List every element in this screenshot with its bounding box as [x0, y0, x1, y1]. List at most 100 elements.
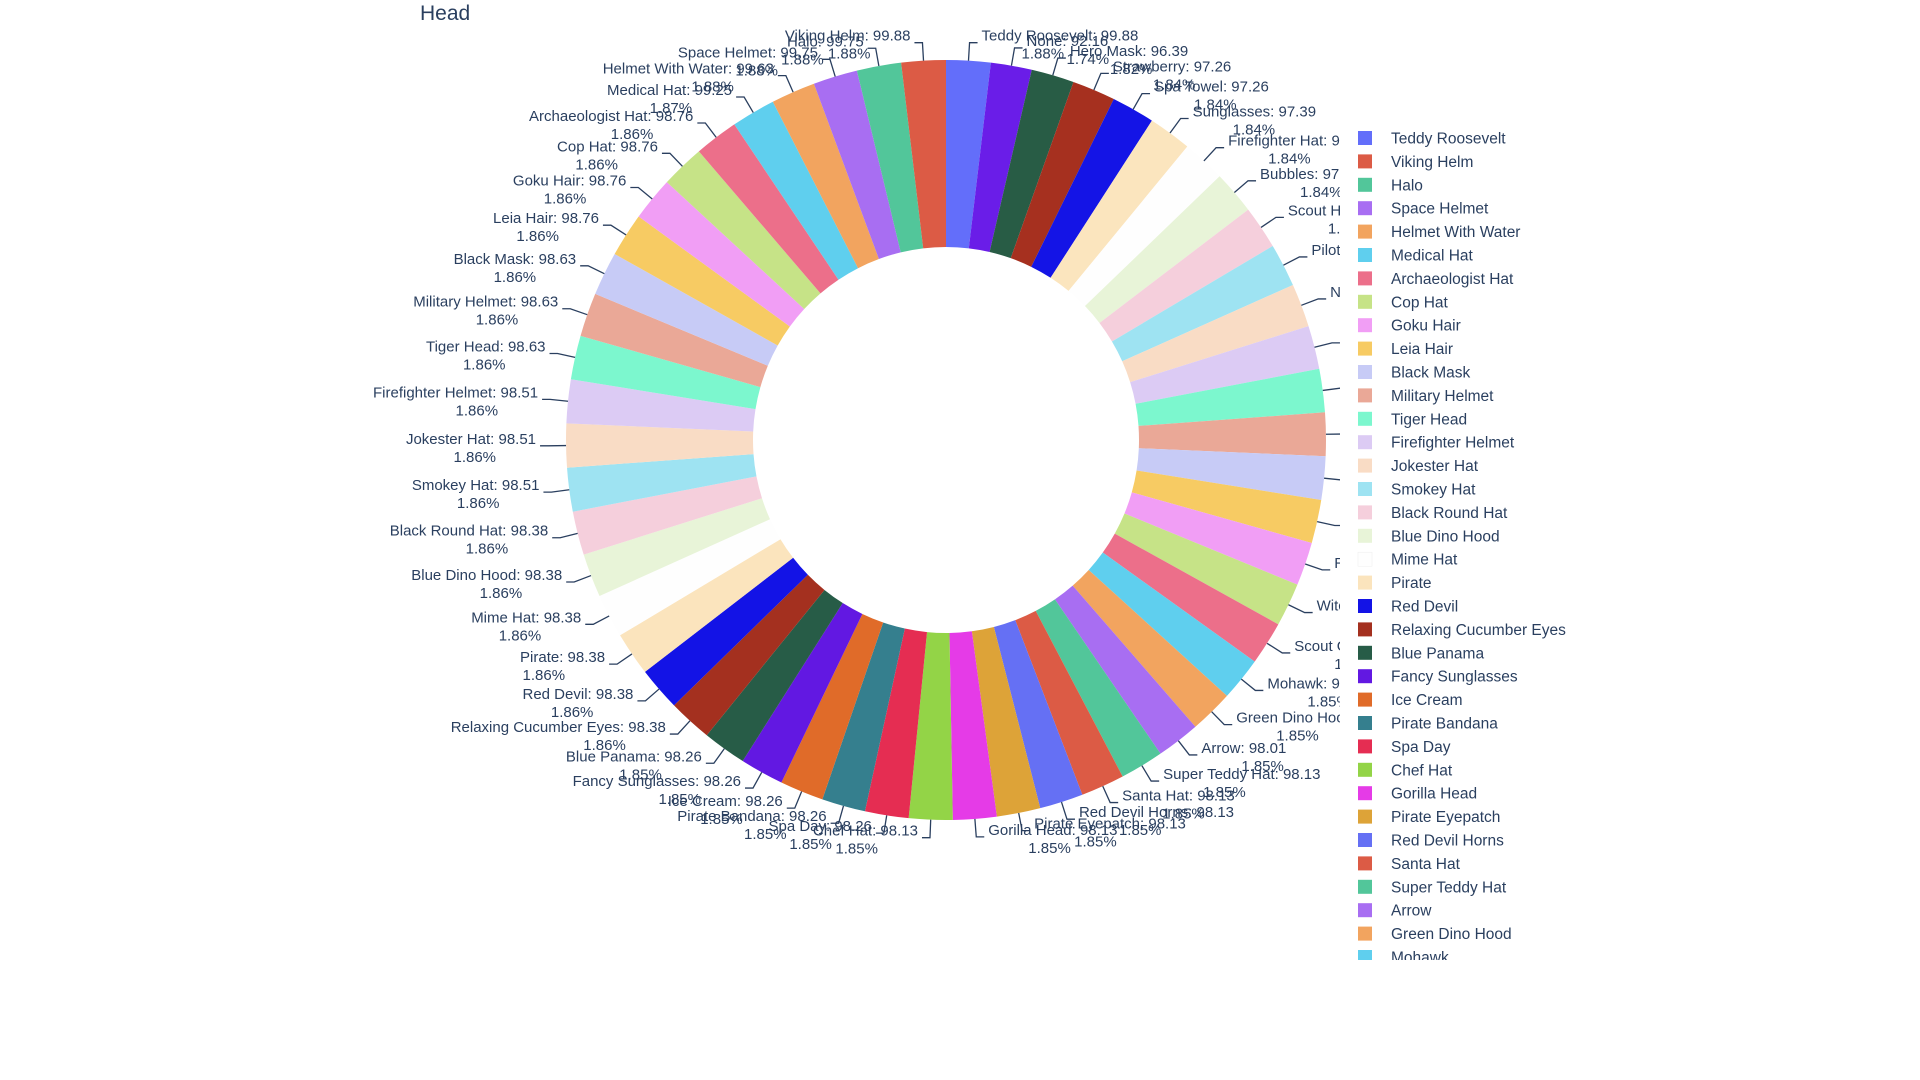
legend-swatch [1358, 341, 1372, 356]
legend-item[interactable]: Super Teddy Hat [1358, 879, 1507, 896]
legend-item[interactable]: Firefighter Helmet [1358, 435, 1515, 452]
label-leader-line [967, 42, 978, 61]
label-leader-line [974, 818, 985, 838]
legend-item[interactable]: Goku Hair [1358, 318, 1461, 335]
legend-swatch [1358, 669, 1372, 684]
donut-slice [742, 603, 863, 783]
donut-slice [946, 60, 991, 249]
slice-percent-label: 1.85% [789, 836, 832, 853]
donut-slice [901, 60, 946, 249]
legend-item[interactable]: Pirate [1358, 575, 1432, 592]
legend-item[interactable]: Helmet With Water [1358, 224, 1520, 241]
chart-legend: Teddy Roosevelt Viking Helm Halo Space Helm… [1357, 131, 1566, 967]
slice-percent-label: 1.85% [1162, 806, 1205, 823]
label-leader-line [1102, 785, 1119, 804]
donut-slice [620, 539, 794, 672]
legend-item[interactable]: Chef Hat [1358, 762, 1453, 779]
label-leader-line [736, 96, 754, 113]
legend-label: Red Devil Horns [1391, 833, 1504, 850]
legend-item[interactable]: Fancy Sunglasses [1358, 669, 1518, 686]
slice-label: Witch Hat: 97.80 [1317, 598, 1428, 615]
donut-slice [572, 476, 762, 555]
label-leader-line [867, 47, 880, 67]
legend-item[interactable]: Red Devil [1358, 599, 1458, 616]
legend-swatch [1358, 294, 1372, 309]
slice-percent-label: 1.88% [735, 62, 778, 79]
label-leader-line [661, 152, 683, 167]
legend-item[interactable]: Pirate Bandana [1358, 716, 1498, 733]
legend-item[interactable]: Military Helmet [1358, 388, 1494, 405]
legend-swatch [1358, 809, 1372, 824]
slice-percent-label: 1.88% [691, 79, 734, 96]
slice-percent-label: 1.84% [1300, 184, 1343, 201]
slice-percent-label: 1.84% [1328, 220, 1371, 237]
legend-item[interactable]: Black Mask [1358, 365, 1470, 382]
slice-percent-label: 1.74% [1067, 51, 1110, 68]
slice-percent-label: 1.84% [1268, 151, 1311, 168]
slice-label: Mime Hat: 98.38 [471, 609, 581, 626]
legend-label: Military Helmet [1391, 388, 1494, 405]
legend-swatch [1358, 786, 1372, 801]
slice-percent-label: 1.86% [480, 585, 523, 602]
legend-item[interactable]: Viking Helm [1358, 154, 1473, 171]
legend-item[interactable]: Red Devil Horns [1358, 833, 1504, 850]
legend-item[interactable]: Black Round Hat [1358, 505, 1508, 522]
label-leader-line [566, 574, 592, 583]
donut-slices [566, 60, 1326, 821]
legend-item[interactable]: Archaeologist Hat [1358, 271, 1514, 288]
slice-percent-label: 1.86% [457, 495, 500, 512]
legend-item[interactable]: Jokester Hat [1358, 458, 1479, 475]
label-leader-line [821, 58, 836, 77]
legend-item[interactable]: Halo [1358, 177, 1423, 194]
legend-item[interactable]: Teddy Roosevelt [1358, 131, 1506, 148]
slice-label: Red Devil: 98.38 [523, 686, 634, 703]
legend-item[interactable]: Blue Panama [1358, 645, 1484, 662]
legend-item[interactable]: Relaxing Cucumber Eyes [1358, 622, 1566, 639]
legend-label: Green Dino Hood [1391, 926, 1512, 943]
slice-percent-label: 1.88% [781, 51, 824, 68]
legend-item[interactable]: Ice Cream [1358, 692, 1463, 709]
legend-label: Medical Hat [1391, 248, 1474, 265]
legend-item[interactable]: Spa Day [1358, 739, 1451, 756]
legend-label: Pirate [1391, 575, 1432, 592]
label-leader-line [1314, 342, 1340, 348]
legend-item[interactable]: Pirate Eyepatch [1358, 809, 1500, 826]
label-leader-line [669, 720, 691, 735]
label-leader-line [1260, 216, 1284, 228]
slice-label: Viking Helm: 99.88 [785, 28, 911, 45]
label-leader-line [637, 688, 660, 702]
legend-item[interactable]: Gorilla Head [1358, 786, 1477, 803]
donut-slice [580, 293, 768, 388]
legend-label: Mime Hat [1391, 552, 1458, 569]
slice-label: Pirate Eyepatch: 98.13 [1034, 816, 1186, 833]
legend-label: Leia Hair [1391, 341, 1453, 358]
donut-slice [781, 613, 884, 800]
legend-item[interactable]: Medical Hat [1358, 248, 1474, 265]
legend-item[interactable]: Smokey Hat [1358, 482, 1476, 499]
slice-percent-label: 1.85% [1074, 834, 1117, 851]
legend-item[interactable]: Blue Dino Hood [1358, 528, 1500, 545]
legend-swatch [1358, 879, 1372, 894]
label-leader-line [602, 224, 627, 236]
donut-slice [1031, 99, 1152, 278]
legend-item[interactable]: Arrow [1358, 903, 1432, 920]
legend-item[interactable]: Santa Hat [1358, 856, 1461, 873]
legend-label: Red Devil [1391, 599, 1458, 616]
legend-item[interactable]: Mohawk [1358, 950, 1449, 967]
legend-item[interactable]: Cop Hat [1358, 294, 1449, 311]
legend-label: Space Helmet [1391, 201, 1489, 218]
legend-item[interactable]: Mime Hat [1357, 552, 1458, 569]
slice-percent-label: 1.86% [523, 667, 566, 684]
legend-item[interactable]: Space Helmet [1358, 201, 1489, 218]
slice-label: Strawberry: 97.26 [1113, 58, 1231, 75]
label-leader-line [1240, 678, 1264, 692]
legend-item[interactable]: Green Dino Hood [1358, 926, 1512, 943]
slice-percent-label: 1.86% [494, 269, 537, 286]
legend-swatch [1358, 411, 1372, 426]
label-leader-line [1316, 521, 1340, 527]
legend-item[interactable]: Leia Hair [1358, 341, 1453, 358]
legend-item[interactable]: Tiger Head [1358, 411, 1467, 428]
slice-label: Leia Hair: 98.76 [493, 210, 599, 227]
label-leader-line [697, 122, 717, 138]
slice-percent-label: 1.85% [1307, 693, 1350, 710]
